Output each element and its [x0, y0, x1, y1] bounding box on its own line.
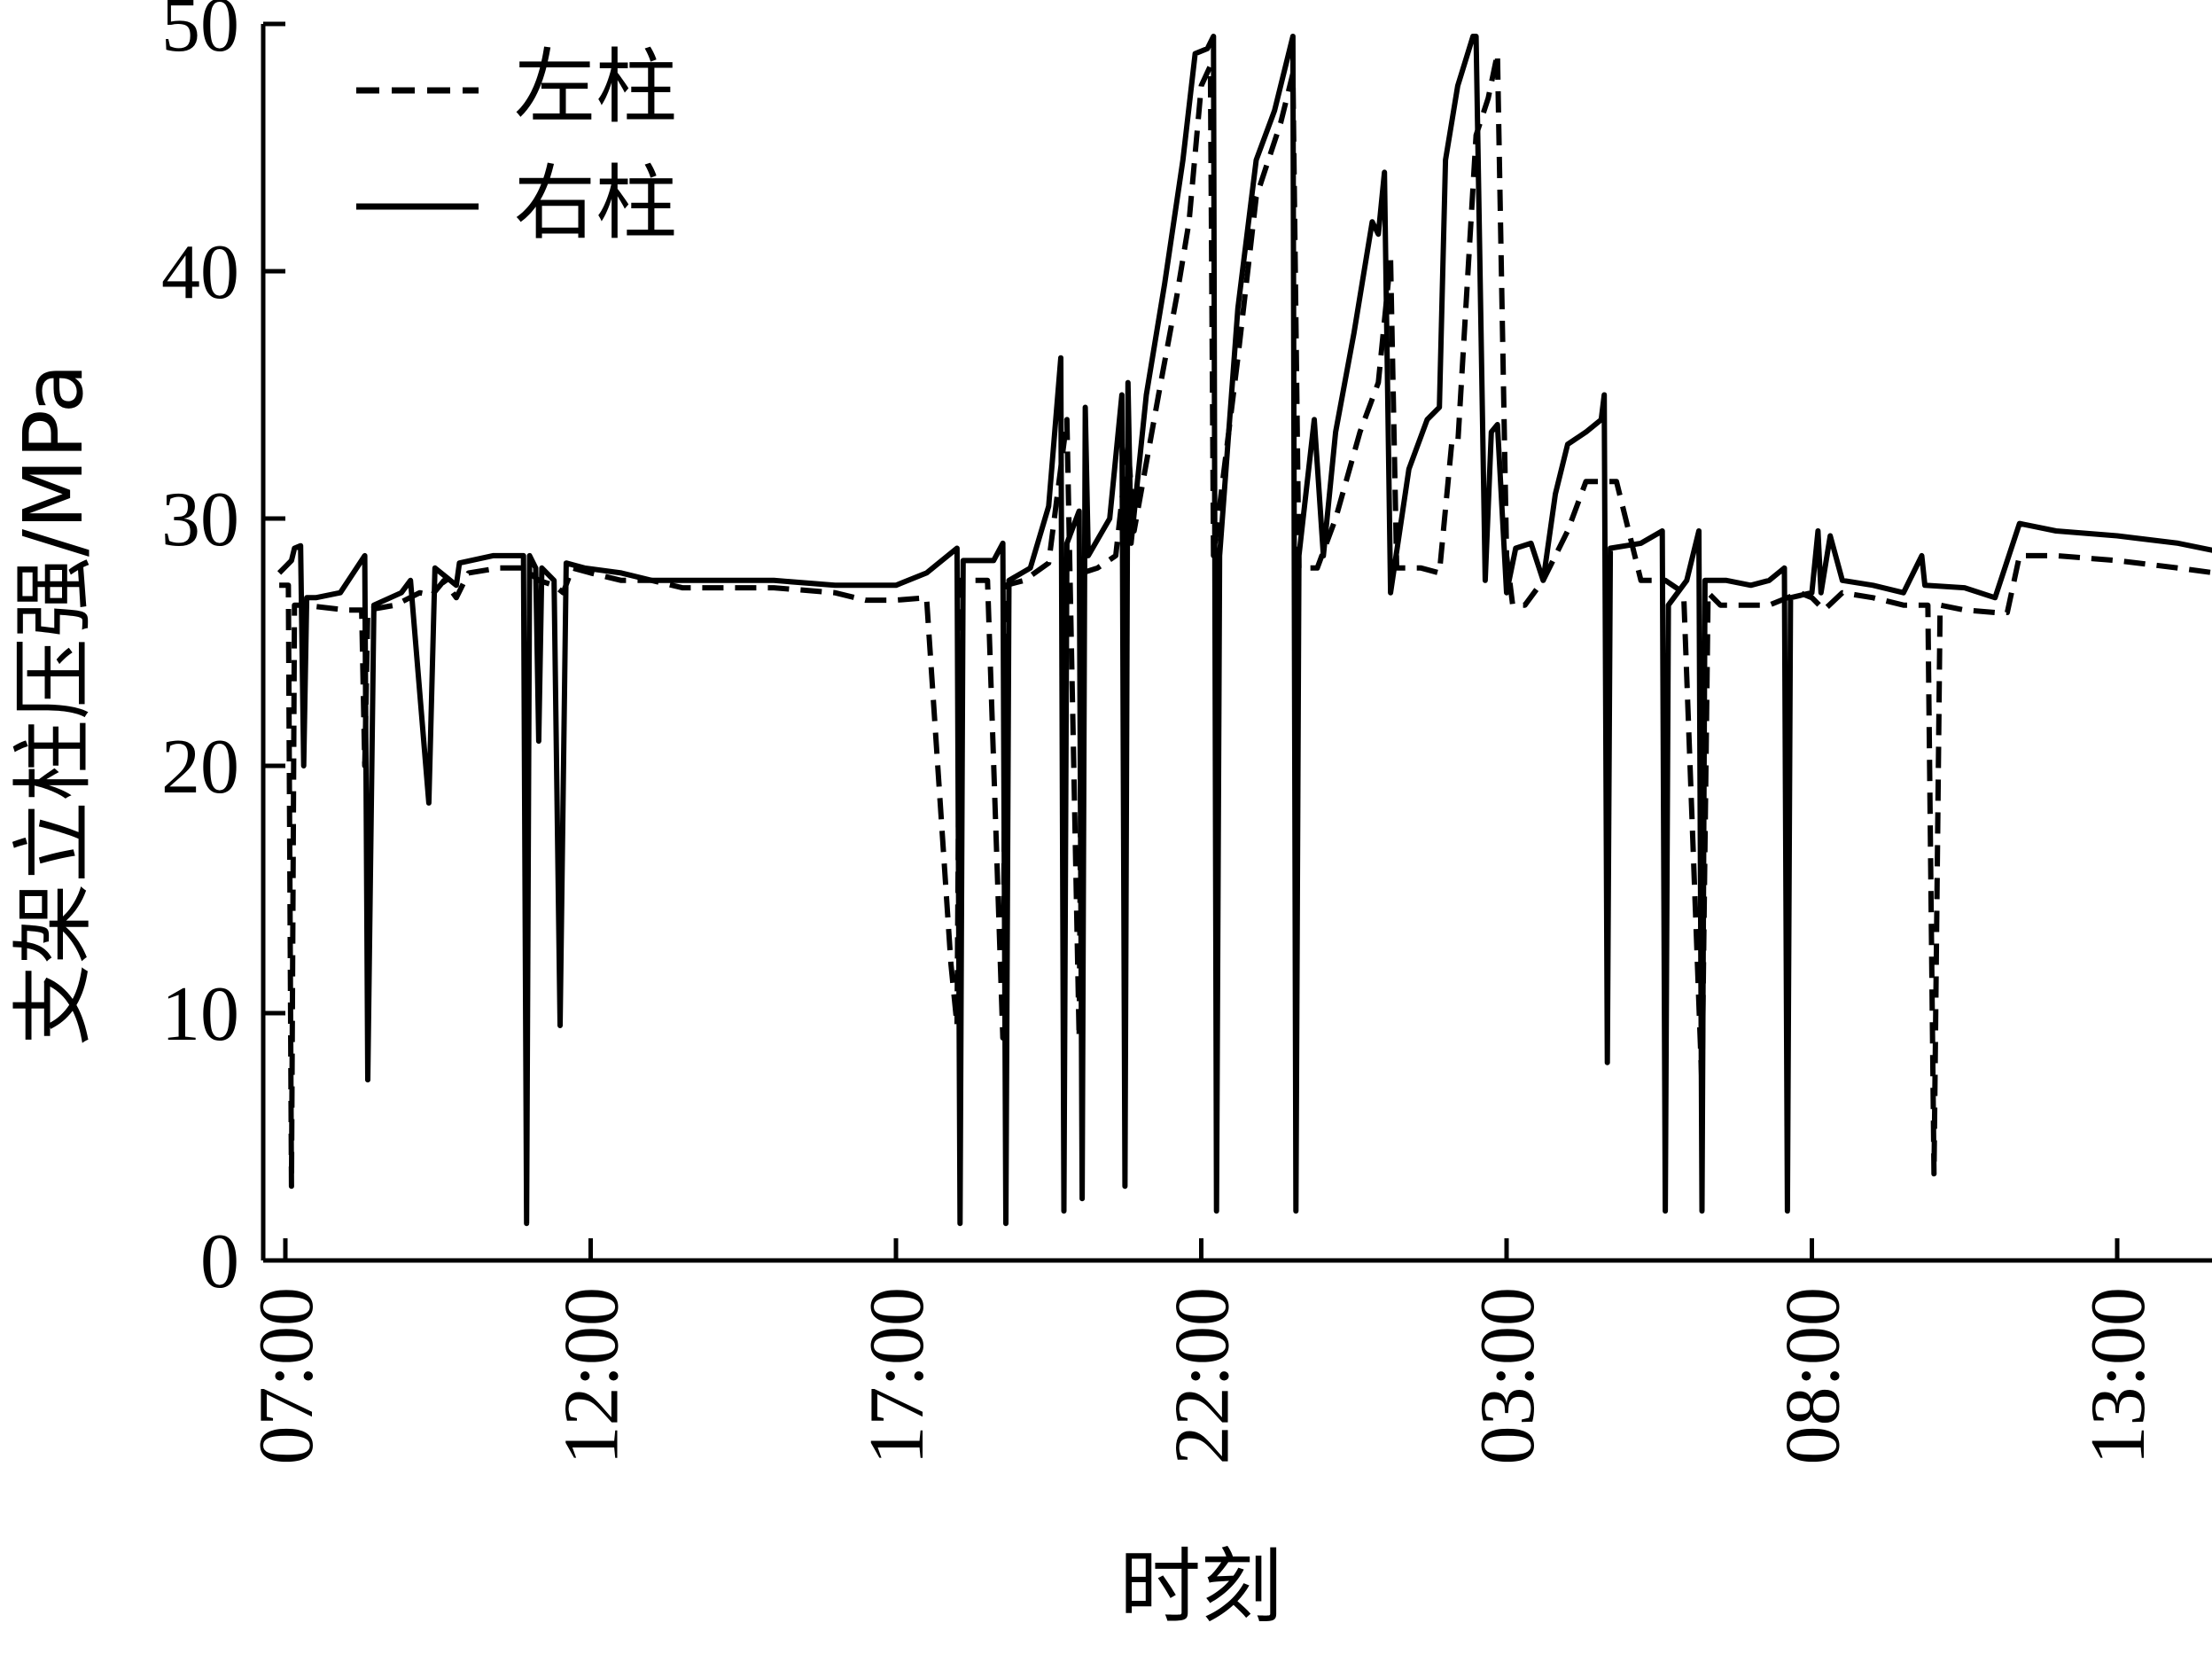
x-ticks: 07:00 12:00 17:00 22:00 03:00 08:00 13:00: [244, 1238, 2161, 1464]
legend: 左柱 右柱: [356, 40, 677, 251]
y-axis-title: 支架立柱压强/MPa: [6, 363, 101, 1046]
x-axis-title: 时刻: [1119, 1540, 1282, 1634]
y-ticks: 0 10 20 30 40 50: [161, 0, 285, 1305]
axes: [261, 24, 2212, 1263]
x-tick-label: 17:00: [854, 1287, 940, 1464]
x-tick-label: 13:00: [2076, 1287, 2161, 1464]
y-tick-label: 30: [161, 477, 239, 563]
x-tick-label: 03:00: [1465, 1287, 1551, 1464]
legend-label-right-column: 右柱: [514, 156, 677, 251]
y-tick-label: 50: [161, 0, 239, 68]
x-tick-label: 22:00: [1160, 1287, 1246, 1464]
y-tick-label: 20: [161, 724, 239, 810]
y-tick-label: 0: [200, 1219, 239, 1305]
series-line-right-column: [276, 34, 2212, 1227]
y-tick-label: 40: [161, 230, 239, 316]
y-tick-label: 10: [161, 971, 239, 1057]
x-tick-label: 08:00: [1771, 1287, 1857, 1464]
x-tick-label: 12:00: [549, 1287, 635, 1464]
plot-area: [276, 34, 2212, 1227]
legend-label-left-column: 左柱: [514, 40, 677, 135]
x-tick-label: 07:00: [244, 1287, 330, 1464]
